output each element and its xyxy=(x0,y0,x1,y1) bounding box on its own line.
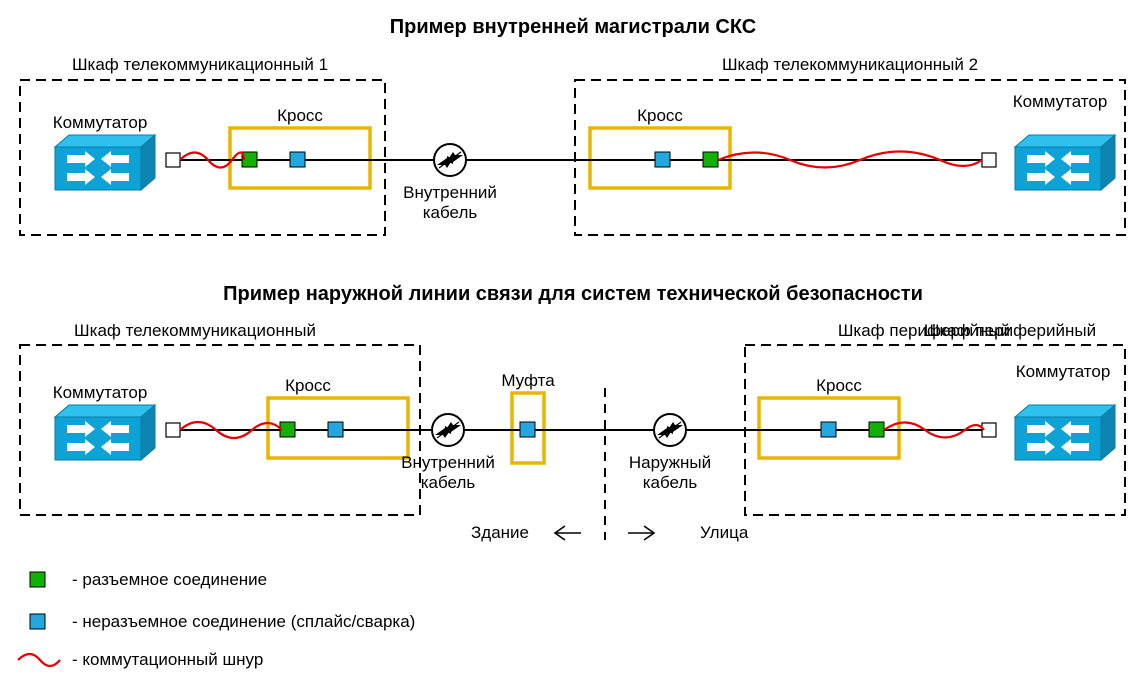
inner-cable-label-1: Внутренний xyxy=(403,183,497,202)
connector-white xyxy=(166,423,180,437)
arrow-left-icon xyxy=(555,526,581,540)
switch-bot-left-label: Коммутатор xyxy=(53,383,148,402)
title-1: Пример внутренней магистрали СКС xyxy=(390,16,757,38)
cabinet-top-right-label: Шкаф телекоммуникационный 2 xyxy=(722,55,978,74)
cable-icon xyxy=(434,144,466,176)
legend-blue-text: - неразъемное соединение (сплайс/сварка) xyxy=(72,612,415,631)
outer-cable-2: кабель xyxy=(643,473,698,492)
cabinet-top-left-label: Шкаф телекоммуникационный 1 xyxy=(72,55,328,74)
switch-icon xyxy=(1015,135,1115,190)
connector-blue xyxy=(328,422,343,437)
cross-right-label: Кросс xyxy=(637,106,683,125)
outer-cable-1: Наружный xyxy=(629,453,711,472)
legend-green-text: - разъемное соединение xyxy=(72,570,267,589)
switch-icon xyxy=(1015,405,1115,460)
legend-green-icon xyxy=(30,572,45,587)
switch-icon xyxy=(55,135,155,190)
connector-blue xyxy=(655,152,670,167)
cross-bot-right-label: Кросс xyxy=(816,376,862,395)
switch-icon xyxy=(55,405,155,460)
cabinet-bot-right-label-fix: Шкаф периферийный xyxy=(924,321,1096,340)
inner-cable-label-2: кабель xyxy=(423,203,478,222)
connector-blue xyxy=(520,422,535,437)
legend-patch-text: - коммутационный шнур xyxy=(72,650,263,669)
cable-icon xyxy=(654,414,686,446)
street-label: Улица xyxy=(700,523,749,542)
connector-green xyxy=(869,422,884,437)
connector-white xyxy=(982,153,996,167)
connector-white xyxy=(166,153,180,167)
inner-cable-b2: кабель xyxy=(421,473,476,492)
switch-left-label: Коммутатор xyxy=(53,113,148,132)
arrow-right-icon xyxy=(628,526,654,540)
switch-right-label: Коммутатор xyxy=(1013,92,1108,111)
legend-patch-icon xyxy=(18,654,60,666)
cable-icon xyxy=(432,414,464,446)
building-label: Здание xyxy=(471,523,529,542)
legend-blue-icon xyxy=(30,614,45,629)
inner-cable-b1: Внутренний xyxy=(401,453,495,472)
connector-green xyxy=(703,152,718,167)
switch-bot-right-label: Коммутатор xyxy=(1016,362,1111,381)
connector-white xyxy=(982,423,996,437)
connector-blue xyxy=(821,422,836,437)
connector-blue xyxy=(290,152,305,167)
cross-left-label: Кросс xyxy=(277,106,323,125)
title-2: Пример наружной линии связи для систем т… xyxy=(223,283,923,305)
cross-bot-left-label: Кросс xyxy=(285,376,331,395)
mufta-label: Муфта xyxy=(501,371,555,390)
cabinet-bot-left-label: Шкаф телекоммуникационный xyxy=(74,321,316,340)
